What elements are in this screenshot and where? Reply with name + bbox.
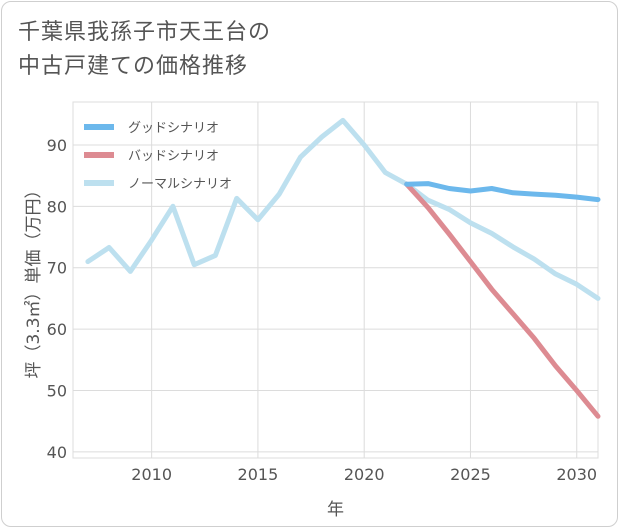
series-line-0 — [404, 181, 601, 203]
x-axis-title: 年 — [327, 500, 344, 520]
x-tick-label-2030: 2030 — [556, 465, 597, 484]
series-line-2 — [85, 117, 601, 301]
plot-area-border — [72, 101, 599, 459]
x-tick-label-2020: 2020 — [344, 465, 385, 484]
grid-lines — [72, 101, 599, 459]
chart-title-line-1: 千葉県我孫子市天王台の — [18, 20, 272, 45]
series-lines — [85, 117, 601, 419]
chart-title: 千葉県我孫子市天王台の 中古戸建ての価格推移 — [18, 16, 271, 84]
x-tick-label-2025: 2025 — [450, 465, 491, 484]
series-line-1 — [404, 181, 601, 419]
y-tick-label-50: 50 — [47, 381, 67, 400]
legend-label-1: バッドシナリオ — [128, 149, 219, 164]
legend-label-0: グッドシナリオ — [128, 121, 219, 136]
x-tick-label-2015: 2015 — [238, 465, 279, 484]
y-tick-label-90: 90 — [47, 136, 67, 155]
legend-label-2: ノーマルシナリオ — [128, 177, 232, 192]
y-tick-label-40: 40 — [47, 443, 67, 462]
tick-labels: 2010 2015 2020 2025 2030 40 50 60 70 80 90 — [47, 136, 597, 484]
y-tick-label-60: 60 — [47, 320, 67, 339]
x-tick-label-2010: 2010 — [131, 465, 172, 484]
y-tick-label-70: 70 — [47, 259, 67, 278]
chart-title-line-2: 中古戸建ての価格推移 — [18, 54, 249, 79]
y-tick-label-80: 80 — [47, 197, 67, 216]
y-axis-title: 坪（3.3㎡）単価（万円） — [24, 181, 44, 378]
